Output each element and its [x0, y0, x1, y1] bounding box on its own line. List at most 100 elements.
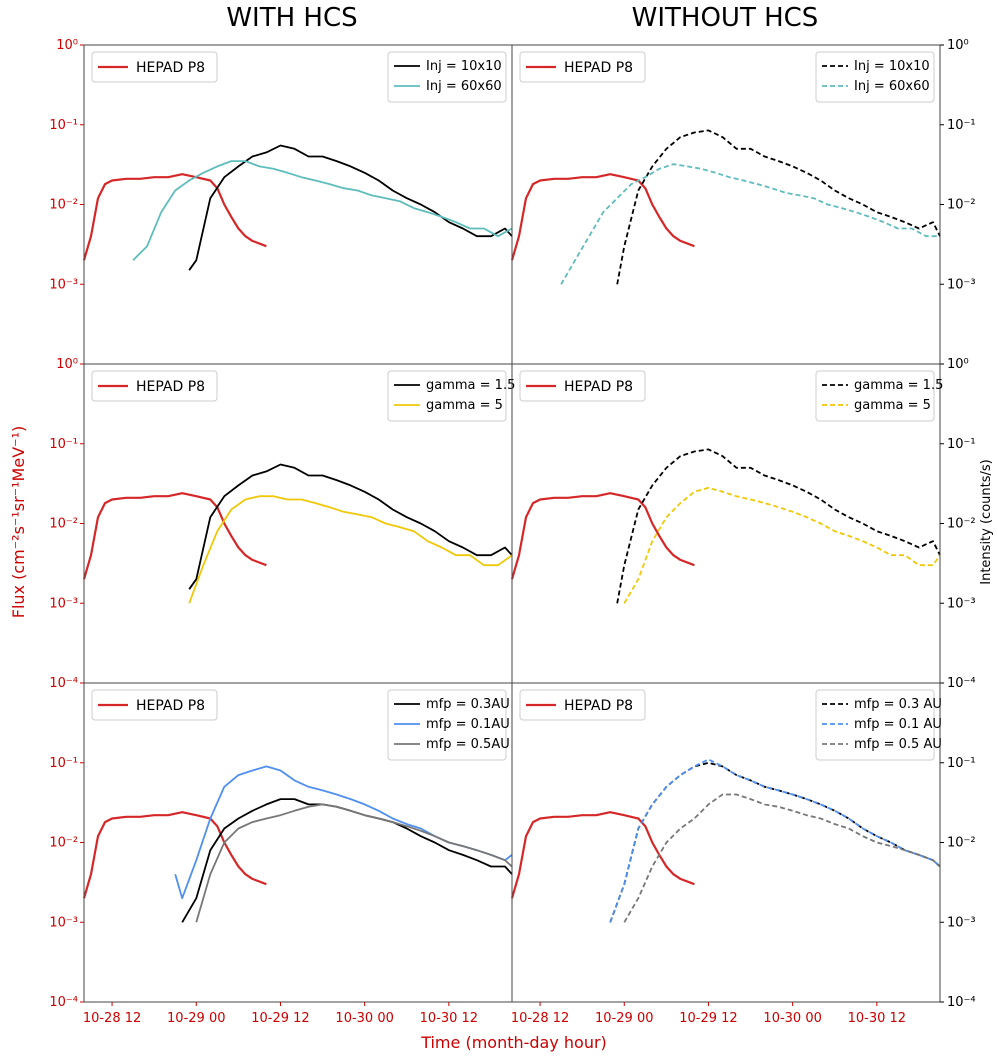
legend-box — [91, 370, 218, 402]
series-line-mfp-0-5-au — [623, 793, 941, 923]
series-line-mfp-0-1au — [174, 765, 513, 900]
legend-box — [519, 689, 646, 721]
right-tick-label: 10⁻³ — [947, 596, 976, 611]
legend-hepad: HEPAD P8 — [91, 689, 218, 721]
legend-box — [815, 370, 935, 422]
right-tick-label: 10⁰ — [947, 38, 969, 53]
left-axis-label: Flux (cm⁻²s⁻¹sr⁻¹MeV⁻¹) — [9, 426, 28, 619]
series-line-inj-10x10 — [616, 129, 941, 285]
legend-box — [519, 370, 646, 402]
left-tick-label: 10⁻³ — [49, 277, 78, 292]
legend-box — [91, 51, 218, 83]
legend-hepad: HEPAD P8 — [91, 51, 218, 83]
left-tick-label: 10⁻³ — [49, 596, 78, 611]
legend-models: Inj = 10x10 Inj = 60x60 — [815, 51, 935, 103]
legend-label: mfp = 0.5 AU — [854, 737, 942, 752]
legend-hepad: HEPAD P8 — [519, 689, 646, 721]
right-tick-label: 10⁰ — [947, 357, 969, 372]
series-line-gamma-5 — [623, 486, 941, 604]
legend-label: Inj = 10x10 — [854, 59, 930, 74]
left-tick-label: 10⁻⁴ — [49, 995, 78, 1010]
series-line-inj-60x60 — [132, 160, 513, 261]
legend-models: mfp = 0.3 AU mfp = 0.1 AU mfp = 0.5 AU — [815, 689, 942, 761]
legend-box — [815, 689, 935, 761]
right-tick-label: 10⁻³ — [947, 277, 976, 292]
legend-models: gamma = 1.5 gamma = 5 — [815, 370, 943, 422]
legend-label-hepad: HEPAD P8 — [564, 60, 633, 76]
right-tick-label: 10⁻¹ — [947, 437, 976, 452]
legend-box — [387, 370, 507, 422]
series-line-gamma-1-5 — [188, 463, 513, 590]
series-line-mfp-0-5au — [195, 803, 513, 923]
series-line-inj-10x10 — [188, 144, 513, 271]
panel-row3-left: 10⁻¹ 10⁻² 10⁻³ 10⁻⁴ 10-28 12 10-29 00 10-29 12… — [49, 682, 513, 1026]
x-tick-label: 10-30 12 — [420, 1011, 478, 1026]
left-tick-label: 10⁻² — [49, 517, 78, 532]
left-tick-label: 10⁻⁴ — [49, 676, 78, 691]
legend-label-hepad: HEPAD P8 — [564, 379, 633, 395]
series-line-mfp-0-3au — [181, 798, 513, 923]
legend-models: mfp = 0.3AU mfp = 0.1AU mfp = 0.5AU — [387, 689, 510, 761]
series-line-inj-60x60 — [560, 163, 940, 285]
legend-models: Inj = 10x10 Inj = 60x60 — [387, 51, 507, 103]
legend-label: mfp = 0.1 AU — [854, 717, 942, 732]
legend-label: gamma = 1.5 — [854, 378, 943, 393]
series-line-gamma-5 — [188, 495, 513, 604]
legend-label: gamma = 1.5 — [426, 378, 515, 393]
panel-row3-right: 10⁻¹ 10⁻² 10⁻³ 10⁻⁴ 10-28 12 10-29 00 10-29 12… — [510, 682, 976, 1026]
right-tick-label: 10⁻¹ — [947, 756, 976, 771]
x-tick-label: 10-29 12 — [251, 1011, 309, 1026]
series-line-hepad-p8 — [82, 811, 267, 899]
x-tick-label: 10-28 12 — [83, 1011, 141, 1026]
x-tick-label: 10-30 12 — [848, 1011, 906, 1026]
right-tick-label: 10⁻² — [947, 836, 976, 851]
right-tick-label: 10⁻⁴ — [947, 676, 976, 691]
series-line-hepad-p8 — [510, 492, 695, 580]
legend-label: Inj = 10x10 — [426, 59, 502, 74]
right-tick-label: 10⁻³ — [947, 915, 976, 930]
left-tick-label: 10⁻¹ — [49, 118, 78, 133]
x-tick-label: 10-29 00 — [595, 1011, 653, 1026]
legend-hepad: HEPAD P8 — [519, 370, 646, 402]
left-tick-label: 10⁻³ — [49, 915, 78, 930]
legend-label: mfp = 0.3AU — [426, 697, 510, 712]
legend-label: gamma = 5 — [854, 398, 931, 413]
legend-label-hepad: HEPAD P8 — [564, 698, 633, 714]
x-tick-label: 10-29 00 — [167, 1011, 225, 1026]
left-tick-label: 10⁰ — [56, 38, 78, 53]
legend-label: gamma = 5 — [426, 398, 503, 413]
series-line-mfp-0-1-au — [609, 758, 941, 923]
column-title-without-hcs: WITHOUT HCS — [632, 3, 819, 33]
series-line-hepad-p8 — [82, 492, 267, 580]
right-tick-label: 10⁻¹ — [947, 118, 976, 133]
right-tick-label: 10⁻⁴ — [947, 995, 976, 1010]
legend-box — [91, 689, 218, 721]
legend-label: Inj = 60x60 — [854, 79, 930, 94]
legend-label-hepad: HEPAD P8 — [136, 379, 205, 395]
x-tick-label: 10-30 00 — [335, 1011, 393, 1026]
series-line-hepad-p8 — [510, 811, 695, 899]
legend-label: Inj = 60x60 — [426, 79, 502, 94]
series-line-hepad-p8 — [510, 173, 695, 261]
legend-hepad: HEPAD P8 — [519, 51, 646, 83]
series-line-hepad-p8 — [82, 173, 267, 261]
legend-label-hepad: HEPAD P8 — [136, 698, 205, 714]
left-tick-label: 10⁻¹ — [49, 437, 78, 452]
left-tick-label: 10⁻¹ — [49, 756, 78, 771]
x-tick-label: 10-28 12 — [511, 1011, 569, 1026]
right-tick-label: 10⁻² — [947, 198, 976, 213]
column-title-with-hcs: WITH HCS — [226, 3, 357, 33]
left-tick-label: 10⁻² — [49, 836, 78, 851]
legend-box — [387, 689, 507, 761]
x-tick-label: 10-30 00 — [763, 1011, 821, 1026]
left-tick-label: 10⁻² — [49, 198, 78, 213]
legend-box — [387, 51, 507, 103]
legend-hepad: HEPAD P8 — [91, 370, 218, 402]
legend-box — [815, 51, 935, 103]
legend-box — [519, 51, 646, 83]
